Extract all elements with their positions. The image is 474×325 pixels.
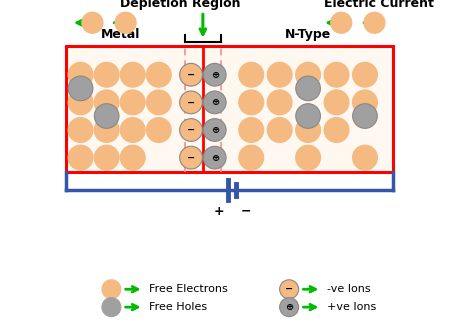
Text: ⊕: ⊕ — [210, 98, 219, 107]
Ellipse shape — [180, 91, 202, 114]
Ellipse shape — [146, 62, 171, 87]
Ellipse shape — [203, 119, 226, 141]
Text: ⊕: ⊕ — [285, 302, 293, 312]
Ellipse shape — [324, 62, 349, 87]
Ellipse shape — [146, 90, 171, 115]
Ellipse shape — [203, 91, 226, 114]
Ellipse shape — [353, 104, 377, 128]
Ellipse shape — [94, 104, 119, 128]
Ellipse shape — [296, 104, 320, 128]
Text: +ve Ions: +ve Ions — [327, 302, 376, 312]
Ellipse shape — [280, 280, 299, 299]
Ellipse shape — [296, 62, 320, 87]
Ellipse shape — [324, 90, 349, 115]
Text: ⊕: ⊕ — [210, 125, 219, 135]
Ellipse shape — [239, 90, 264, 115]
Text: −: − — [240, 205, 251, 218]
Text: Free Electrons: Free Electrons — [149, 284, 228, 294]
Ellipse shape — [364, 12, 385, 33]
Ellipse shape — [203, 63, 226, 86]
Ellipse shape — [120, 118, 145, 142]
Text: Electric Current: Electric Current — [324, 0, 434, 10]
Ellipse shape — [68, 90, 93, 115]
Ellipse shape — [353, 62, 377, 87]
Ellipse shape — [180, 63, 202, 86]
Text: −: − — [187, 98, 195, 107]
Ellipse shape — [267, 118, 292, 142]
Ellipse shape — [68, 118, 93, 142]
Text: ⊕: ⊕ — [210, 153, 219, 162]
Ellipse shape — [280, 298, 299, 317]
Ellipse shape — [267, 90, 292, 115]
Ellipse shape — [94, 90, 119, 115]
Ellipse shape — [203, 146, 226, 169]
Text: Metal: Metal — [101, 28, 141, 41]
Ellipse shape — [120, 62, 145, 87]
Text: −: − — [187, 125, 195, 135]
Ellipse shape — [102, 280, 121, 299]
Ellipse shape — [94, 145, 119, 170]
Ellipse shape — [120, 145, 145, 170]
Ellipse shape — [115, 12, 136, 33]
Ellipse shape — [324, 118, 349, 142]
Ellipse shape — [239, 145, 264, 170]
Ellipse shape — [353, 145, 377, 170]
Ellipse shape — [68, 76, 93, 101]
Bar — [66, 46, 393, 172]
Text: −: − — [285, 284, 293, 294]
Ellipse shape — [353, 90, 377, 115]
Ellipse shape — [180, 119, 202, 141]
Ellipse shape — [296, 145, 320, 170]
Ellipse shape — [331, 12, 352, 33]
Text: N-Type: N-Type — [285, 28, 331, 41]
Ellipse shape — [102, 298, 121, 317]
Ellipse shape — [239, 62, 264, 87]
Ellipse shape — [120, 90, 145, 115]
Text: −: − — [187, 70, 195, 80]
Text: -ve Ions: -ve Ions — [327, 284, 371, 294]
Ellipse shape — [68, 145, 93, 170]
Ellipse shape — [180, 146, 202, 169]
Text: ⊕: ⊕ — [210, 70, 219, 80]
Ellipse shape — [68, 62, 93, 87]
Ellipse shape — [296, 76, 320, 101]
Ellipse shape — [267, 62, 292, 87]
Ellipse shape — [239, 118, 264, 142]
Text: Free Holes: Free Holes — [149, 302, 208, 312]
Ellipse shape — [94, 62, 119, 87]
Text: Depletion Region: Depletion Region — [120, 0, 240, 10]
Text: −: − — [187, 153, 195, 162]
Ellipse shape — [94, 118, 119, 142]
Ellipse shape — [82, 12, 103, 33]
Text: +: + — [214, 205, 224, 218]
Ellipse shape — [296, 118, 320, 142]
Ellipse shape — [146, 118, 171, 142]
